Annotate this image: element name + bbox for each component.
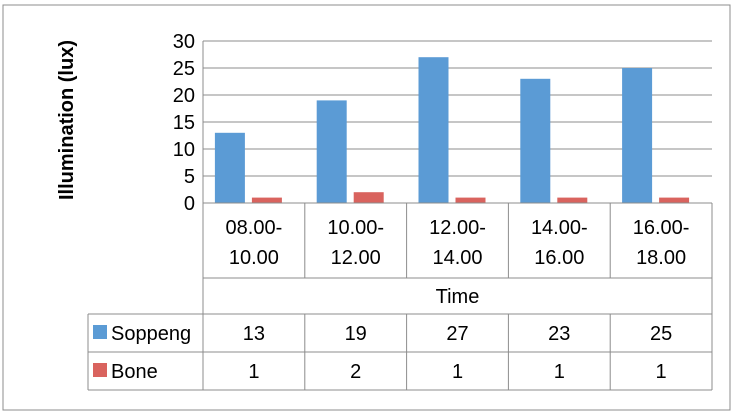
data-table: 08.00- 10.00 10.00- 12.00 12.00- 14.00 14.00- 1… [87, 203, 713, 391]
x-tick-label-line1: 10.00- [327, 217, 384, 239]
data-table-value: 25 [650, 323, 672, 345]
bars [214, 57, 690, 204]
bar-soppeng-3 [520, 78, 551, 203]
data-table-value: 1 [656, 361, 667, 383]
y-tick-label: 5 [184, 166, 195, 188]
bar-soppeng-1 [316, 100, 347, 203]
bar-bone-2 [455, 197, 486, 203]
x-tick-label-line2: 14.00 [432, 247, 482, 269]
data-table-value: 1 [452, 361, 463, 383]
bar-bone-4 [659, 197, 690, 203]
data-table-value: 19 [345, 323, 367, 345]
x-tick-label-line2: 10.00 [229, 247, 279, 269]
data-table-value: 13 [243, 323, 265, 345]
x-tick-label-line2: 18.00 [636, 247, 686, 269]
axes: 0 5 10 15 20 25 30 [173, 31, 712, 215]
bar-soppeng-0 [214, 132, 245, 203]
data-table-value: 1 [248, 361, 259, 383]
x-axis-title: Time [436, 286, 480, 308]
y-tick-label: 0 [184, 193, 195, 215]
bar-bone-3 [557, 197, 588, 203]
chart-frame [2, 4, 731, 411]
bar-bone-1 [353, 192, 384, 203]
y-tick-label: 10 [173, 139, 195, 161]
x-tick-label-line1: 12.00- [429, 217, 486, 239]
data-table-value: 27 [446, 323, 468, 345]
x-tick-label-line1: 16.00- [633, 217, 690, 239]
bar-bone-0 [251, 197, 282, 203]
y-axis-title: Illumination (lux) [56, 40, 78, 200]
y-tick-label: 20 [173, 85, 195, 107]
legend-key-bone [93, 363, 107, 377]
data-table-value: 2 [350, 361, 361, 383]
bar-soppeng-4 [622, 68, 653, 203]
legend-label-bone: Bone [111, 361, 158, 383]
y-tick-label: 30 [173, 31, 195, 53]
legend-label-soppeng: Soppeng [111, 323, 191, 345]
bar-soppeng-2 [418, 57, 449, 204]
legend-key-soppeng [93, 325, 107, 339]
x-tick-label-line2: 16.00 [534, 247, 584, 269]
x-tick-label-line2: 12.00 [331, 247, 381, 269]
y-tick-label: 25 [173, 58, 195, 80]
data-table-value: 1 [554, 361, 565, 383]
data-table-value: 23 [548, 323, 570, 345]
x-tick-label-line1: 14.00- [531, 217, 588, 239]
y-tick-label: 15 [173, 112, 195, 134]
x-tick-label-line1: 08.00- [226, 217, 283, 239]
